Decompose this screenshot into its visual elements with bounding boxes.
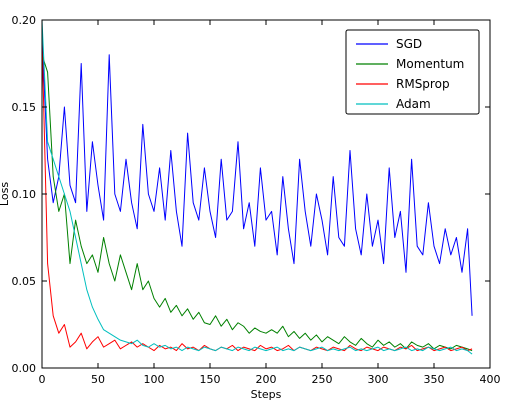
legend-label-sgd: SGD <box>396 37 422 51</box>
y-axis-label: Loss <box>0 182 11 206</box>
series-layer <box>41 19 473 355</box>
x-tick-label: 150 <box>200 373 221 386</box>
legend: SGD Momentum RMSprop Adam <box>345 29 480 115</box>
y-tick-label: 0.00 <box>12 362 37 375</box>
legend-label-momentum: Momentum <box>396 57 464 71</box>
x-tick-label: 50 <box>91 373 105 386</box>
x-tick-label: 0 <box>39 373 46 386</box>
y-tick-label: 0.20 <box>12 14 37 27</box>
x-axis-label: Steps <box>251 388 282 401</box>
series-line-sgd <box>41 37 473 316</box>
y-axis-ticks: 0.00 0.05 0.10 0.15 0.20 <box>12 14 490 375</box>
x-tick-label: 350 <box>424 373 445 386</box>
y-tick-label: 0.15 <box>12 101 37 114</box>
x-tick-label: 400 <box>480 373 501 386</box>
legend-items: SGD Momentum RMSprop Adam <box>356 37 464 111</box>
legend-label-adam: Adam <box>396 97 431 111</box>
legend-label-rmsprop: RMSprop <box>396 77 450 91</box>
legend-box <box>345 29 480 115</box>
series-line-momentum <box>41 54 473 352</box>
x-tick-label: 250 <box>312 373 333 386</box>
series-line-adam <box>41 19 473 355</box>
x-axis-ticks: 0 50 100 150 200 250 300 350 400 <box>39 20 501 386</box>
x-tick-label: 300 <box>368 373 389 386</box>
y-tick-label: 0.05 <box>12 275 37 288</box>
x-tick-label: 200 <box>256 373 277 386</box>
y-tick-label: 0.10 <box>12 188 37 201</box>
x-tick-label: 100 <box>144 373 165 386</box>
